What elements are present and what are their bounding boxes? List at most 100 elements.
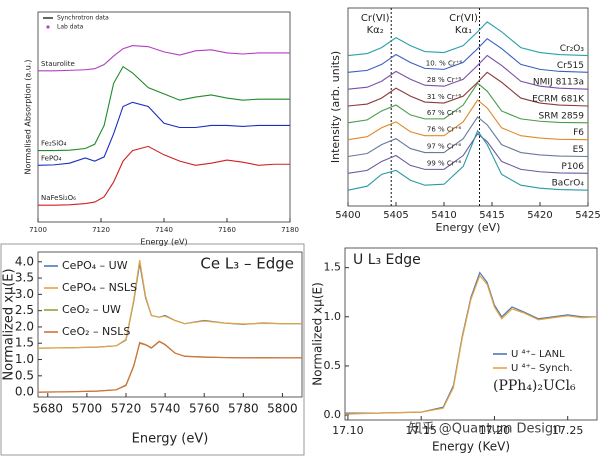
data-line bbox=[347, 21, 589, 57]
x-tick-label: 5405 bbox=[383, 210, 408, 221]
y-axis-label: Normalized xμ(E) bbox=[311, 282, 325, 386]
x-tick-label: 17.10 bbox=[332, 424, 364, 437]
curve-label: NaFeSi₂O₆ bbox=[41, 194, 76, 202]
data-line bbox=[347, 116, 589, 158]
x-tick-label: 5740 bbox=[150, 402, 181, 416]
x-axis-label: Energy (eV) bbox=[140, 238, 187, 247]
x-axis-label: Energy (eV) bbox=[436, 221, 501, 234]
y-tick-label: 4.0 bbox=[15, 254, 34, 268]
curve-label: Fe₂SiO₄ bbox=[41, 140, 67, 148]
legend-label: U ⁴⁺– Synch. bbox=[511, 363, 573, 374]
x-tick-label: 5800 bbox=[267, 402, 298, 416]
annotation: (PPh₄)₂UCl₆ bbox=[493, 378, 576, 394]
y-tick-label: 1.0 bbox=[324, 310, 342, 323]
data-line bbox=[347, 99, 589, 141]
x-axis-label: Energy (KeV) bbox=[432, 440, 510, 454]
curve-label: ECRM 681K bbox=[532, 95, 585, 105]
curve-label: Cr515 bbox=[557, 61, 584, 71]
x-tick-label: 7160 bbox=[218, 226, 236, 234]
data-line bbox=[347, 129, 589, 191]
percent-label: 99 % Cr⁺⁶ bbox=[427, 159, 461, 167]
data-line bbox=[345, 271, 597, 414]
legend-marker bbox=[46, 25, 50, 29]
chart-title: U L₃ Edge bbox=[353, 252, 421, 268]
plot-frame bbox=[344, 247, 598, 421]
y-tick-label: 0.5 bbox=[15, 368, 34, 382]
x-tick-label: 17.20 bbox=[479, 424, 511, 437]
curve-label: Staurolite bbox=[41, 60, 75, 68]
curve-label: BaCrO₄ bbox=[552, 179, 585, 189]
curve-label: E5 bbox=[573, 145, 584, 155]
percent-label: 31 % Cr⁺⁶ bbox=[427, 93, 461, 101]
reference-label: Cr(VI) bbox=[361, 13, 390, 24]
y-axis-label: Intensity (arb. units) bbox=[329, 51, 342, 163]
plot-frame bbox=[347, 7, 589, 207]
curve-label: Cr₂O₃ bbox=[560, 44, 585, 54]
y-tick-label: 1.5 bbox=[15, 336, 34, 350]
percent-label: 76 % Cr⁺⁶ bbox=[427, 126, 461, 134]
y-tick-label: 2.0 bbox=[15, 319, 34, 333]
data-line bbox=[38, 45, 290, 72]
curve-label: FePO₄ bbox=[41, 154, 62, 162]
percent-label: 28 % Cr⁺⁶ bbox=[427, 76, 461, 84]
legend-label: U ⁴⁺– LANL bbox=[511, 349, 565, 360]
data-line bbox=[37, 260, 302, 349]
y-tick-label: 0.5 bbox=[324, 359, 342, 372]
data-line bbox=[347, 71, 589, 107]
data-line bbox=[347, 54, 589, 90]
data-line bbox=[37, 340, 302, 393]
x-tick-label: 5425 bbox=[575, 210, 600, 221]
data-line bbox=[37, 101, 290, 166]
data-line bbox=[347, 82, 589, 124]
x-axis-label: Energy (eV) bbox=[132, 432, 209, 447]
y-tick-label: 1.5 bbox=[324, 261, 342, 274]
x-tick-label: 5415 bbox=[479, 210, 504, 221]
percent-label: 97 % Cr⁺⁶ bbox=[427, 143, 461, 151]
data-line bbox=[347, 132, 589, 174]
x-tick-label: 5760 bbox=[189, 402, 220, 416]
x-tick-label: 5420 bbox=[527, 210, 552, 221]
panel-border bbox=[0, 243, 305, 456]
curve-label: NMIJ 8113a bbox=[533, 78, 584, 88]
watermark: 知乎 @Quantum Design bbox=[409, 421, 562, 437]
x-tick-label: 17.25 bbox=[552, 424, 584, 437]
legend-label: CePO₄ – UW bbox=[62, 259, 128, 272]
x-tick-label: 5780 bbox=[228, 402, 259, 416]
x-tick-label: 17.15 bbox=[405, 424, 437, 437]
curve-label: SRM 2859 bbox=[539, 111, 585, 121]
reference-label: Kα₁ bbox=[455, 25, 472, 36]
x-tick-label: 5400 bbox=[335, 210, 360, 221]
legend-label: CePO₄ – NSLS bbox=[62, 281, 137, 294]
x-tick-label: 5680 bbox=[33, 402, 64, 416]
x-tick-label: 7120 bbox=[92, 226, 110, 234]
chart-title: Ce L₃ – Edge bbox=[200, 255, 294, 273]
reference-label: Kα₂ bbox=[367, 25, 384, 36]
legend-label: Lab data bbox=[57, 24, 84, 31]
x-tick-label: 5410 bbox=[431, 210, 456, 221]
percent-label: 10. % Cr⁺⁶ bbox=[426, 59, 463, 67]
data-line bbox=[347, 37, 589, 73]
x-tick-label: 5720 bbox=[111, 402, 142, 416]
y-tick-label: 0.0 bbox=[324, 408, 342, 421]
y-tick-label: 3.5 bbox=[15, 271, 34, 285]
x-tick-label: 7140 bbox=[155, 226, 173, 234]
y-tick-label: 1.0 bbox=[15, 352, 34, 366]
x-tick-label: 5700 bbox=[72, 402, 103, 416]
curve-label: P106 bbox=[561, 162, 584, 172]
curve-label: F6 bbox=[573, 128, 584, 138]
data-line bbox=[38, 145, 290, 206]
reference-label: Cr(VI) bbox=[449, 13, 478, 24]
y-axis-label: Normalised Absorption (a.u.) bbox=[24, 59, 33, 174]
legend-label: CeO₂ – UW bbox=[62, 303, 121, 316]
data-line bbox=[344, 274, 598, 415]
y-axis-label: Normalized xμ(E) bbox=[2, 268, 17, 380]
y-tick-label: 0.0 bbox=[15, 385, 34, 399]
legend-label: CeO₂ – NSLS bbox=[62, 325, 130, 338]
y-tick-label: 2.5 bbox=[15, 303, 34, 317]
plot-frame bbox=[37, 251, 303, 398]
x-tick-label: 7100 bbox=[29, 226, 47, 234]
data-line bbox=[38, 65, 290, 152]
